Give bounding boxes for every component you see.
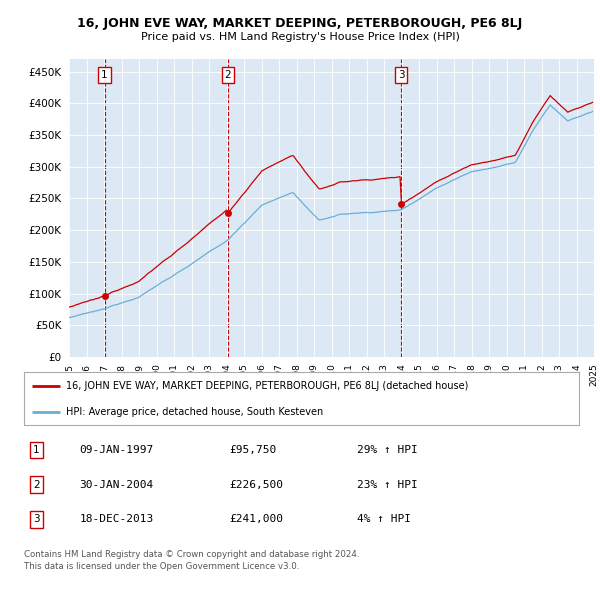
Text: £241,000: £241,000: [229, 514, 283, 525]
Text: 23% ↑ HPI: 23% ↑ HPI: [357, 480, 418, 490]
Text: 1: 1: [101, 70, 108, 80]
Text: Contains HM Land Registry data © Crown copyright and database right 2024.: Contains HM Land Registry data © Crown c…: [24, 550, 359, 559]
Text: 30-JAN-2004: 30-JAN-2004: [79, 480, 154, 490]
Text: £226,500: £226,500: [229, 480, 283, 490]
Text: 29% ↑ HPI: 29% ↑ HPI: [357, 445, 418, 455]
Text: 16, JOHN EVE WAY, MARKET DEEPING, PETERBOROUGH, PE6 8LJ (detached house): 16, JOHN EVE WAY, MARKET DEEPING, PETERB…: [65, 381, 468, 391]
Text: 18-DEC-2013: 18-DEC-2013: [79, 514, 154, 525]
Text: 16, JOHN EVE WAY, MARKET DEEPING, PETERBOROUGH, PE6 8LJ: 16, JOHN EVE WAY, MARKET DEEPING, PETERB…: [77, 17, 523, 30]
Text: 4% ↑ HPI: 4% ↑ HPI: [357, 514, 411, 525]
Text: 3: 3: [398, 70, 404, 80]
Text: £95,750: £95,750: [229, 445, 277, 455]
Text: This data is licensed under the Open Government Licence v3.0.: This data is licensed under the Open Gov…: [24, 562, 299, 571]
Text: Price paid vs. HM Land Registry's House Price Index (HPI): Price paid vs. HM Land Registry's House …: [140, 32, 460, 41]
Text: HPI: Average price, detached house, South Kesteven: HPI: Average price, detached house, Sout…: [65, 407, 323, 417]
Text: 3: 3: [33, 514, 40, 525]
Text: 09-JAN-1997: 09-JAN-1997: [79, 445, 154, 455]
Text: 2: 2: [33, 480, 40, 490]
Text: 2: 2: [224, 70, 231, 80]
Text: 1: 1: [33, 445, 40, 455]
